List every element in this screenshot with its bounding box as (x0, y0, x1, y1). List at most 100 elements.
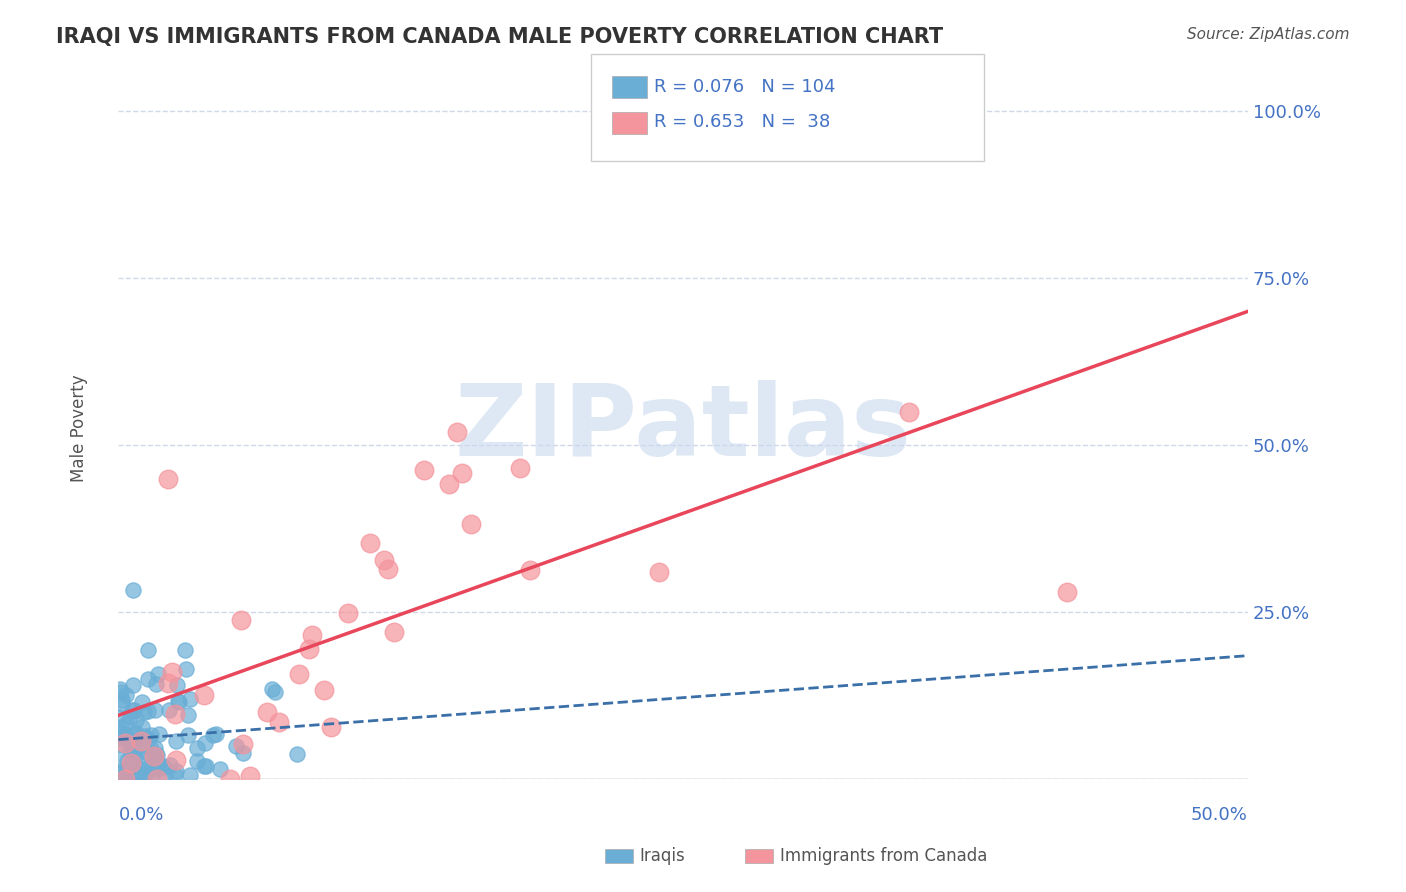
Text: Immigrants from Canada: Immigrants from Canada (780, 847, 987, 865)
Point (122, 734, 145, 748)
Point (136, 704, 159, 718)
Point (204, 726, 226, 740)
Point (114, 728, 136, 742)
Point (114, 772, 136, 787)
Point (312, 682, 335, 697)
Point (108, 752, 131, 766)
Text: Male Poverty: Male Poverty (70, 375, 87, 483)
Point (155, 767, 177, 781)
Point (319, 720, 342, 734)
Point (166, 678, 188, 692)
Point (232, 737, 254, 751)
Point (377, 562, 399, 576)
Point (118, 731, 141, 745)
Point (229, 613, 252, 627)
Point (127, 760, 149, 774)
Point (146, 772, 169, 787)
Text: IRAQI VS IMMIGRANTS FROM CANADA MALE POVERTY CORRELATION CHART: IRAQI VS IMMIGRANTS FROM CANADA MALE POV… (56, 27, 943, 46)
Point (256, 705, 278, 719)
Point (225, 739, 247, 753)
Point (129, 770, 152, 784)
Point (108, 725, 131, 739)
Point (111, 764, 134, 778)
Point (193, 759, 215, 773)
Point (177, 728, 200, 742)
Point (297, 642, 319, 657)
Text: 0.0%: 0.0% (118, 806, 163, 824)
Point (450, 467, 472, 481)
Point (114, 736, 136, 750)
Point (519, 563, 541, 577)
Point (132, 769, 155, 783)
Point (145, 740, 167, 755)
Point (156, 675, 179, 690)
Point (264, 685, 287, 699)
Point (114, 727, 136, 741)
Point (179, 767, 201, 781)
Point (287, 666, 309, 681)
Text: 50.0%: 50.0% (1191, 806, 1249, 824)
Point (111, 772, 134, 786)
Point (120, 742, 142, 756)
Point (193, 688, 215, 702)
Point (124, 737, 146, 751)
Point (124, 726, 146, 740)
Text: Source: ZipAtlas.com: Source: ZipAtlas.com (1187, 27, 1350, 42)
Point (145, 677, 167, 691)
Point (509, 461, 531, 475)
Point (301, 628, 323, 642)
Point (166, 734, 188, 748)
Point (117, 754, 139, 768)
Point (125, 726, 148, 740)
Point (285, 747, 308, 761)
Point (124, 750, 146, 764)
Point (125, 713, 148, 727)
Point (132, 706, 155, 720)
Point (120, 745, 142, 759)
Point (127, 764, 149, 778)
Point (131, 695, 153, 709)
Point (160, 665, 183, 680)
Point (165, 764, 187, 779)
Point (142, 747, 165, 761)
Point (120, 756, 142, 770)
Point (232, 747, 254, 761)
Point (384, 624, 406, 639)
Point (373, 553, 395, 567)
Point (124, 741, 146, 756)
Point (163, 768, 186, 782)
Point (446, 425, 468, 439)
Point (194, 759, 217, 773)
Point (129, 734, 152, 748)
Point (267, 715, 290, 730)
Point (108, 709, 131, 723)
Point (115, 716, 138, 731)
Point (260, 682, 283, 697)
Point (141, 767, 163, 781)
Point (110, 719, 132, 733)
Point (648, 565, 671, 579)
Point (150, 757, 173, 772)
Point (148, 727, 170, 741)
Point (186, 754, 208, 768)
Point (121, 755, 143, 769)
Point (145, 703, 167, 717)
Point (159, 757, 181, 772)
Point (186, 741, 208, 756)
Text: Iraqis: Iraqis (640, 847, 686, 865)
Point (157, 471, 180, 485)
Text: R = 0.076   N = 104: R = 0.076 N = 104 (654, 78, 835, 95)
Point (118, 709, 141, 723)
Point (122, 747, 145, 761)
Point (1056, 585, 1078, 599)
Point (136, 761, 159, 775)
Point (359, 536, 381, 550)
Point (148, 666, 170, 681)
Point (139, 727, 162, 741)
Point (336, 606, 359, 620)
Point (107, 766, 129, 780)
Point (167, 694, 190, 708)
Point (413, 463, 436, 477)
Point (122, 583, 145, 598)
Text: ZIPatlas: ZIPatlas (454, 380, 911, 477)
